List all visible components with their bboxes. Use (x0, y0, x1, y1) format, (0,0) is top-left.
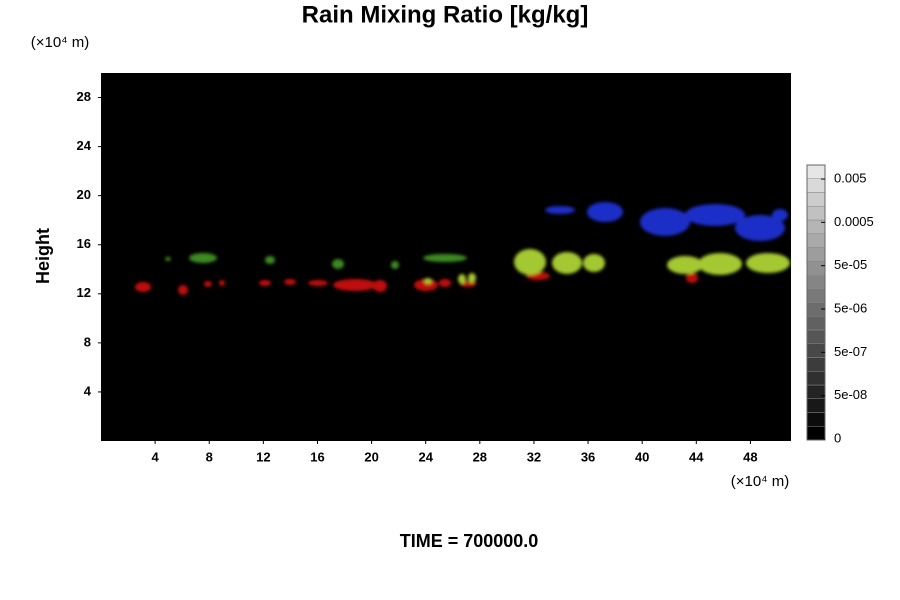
colorbar-band (806, 288, 826, 303)
y-axis-label: Height (33, 228, 53, 284)
x-tick-label: 12 (256, 449, 270, 464)
field (135, 202, 790, 295)
colorbar-band (806, 426, 826, 441)
y-tick-label: 20 (77, 187, 91, 202)
colorbar-band (806, 247, 826, 262)
colorbar-band (806, 371, 826, 386)
x-tick-label: 40 (635, 449, 649, 464)
colorbar-band (806, 178, 826, 193)
x-tick-label: 16 (310, 449, 324, 464)
colorbar-tick-label: 5e-05 (834, 257, 867, 272)
colorbar-tick-label: 0 (834, 430, 841, 445)
colorbar-tick-label: 5e-06 (834, 300, 867, 315)
colorbar-band (806, 384, 826, 399)
y-tick-label: 8 (84, 334, 91, 349)
x-tick-label: 28 (473, 449, 487, 464)
y-tick-label: 12 (77, 285, 91, 300)
colorbar-band (806, 261, 826, 276)
x-tick-label: 24 (418, 449, 433, 464)
colorbar-band (806, 412, 826, 427)
x-tick-label: 20 (364, 449, 378, 464)
colorbar-band (806, 274, 826, 289)
colorbar-band (806, 398, 826, 413)
colorbar: 0.005 0.0005 5e-05 5e-06 5e-07 5e-08 0 (806, 164, 874, 445)
x-unit: (×10⁴ m) (731, 473, 790, 490)
x-tick-label: 4 (152, 449, 160, 464)
colorbar-tick-label: 0.005 (834, 170, 867, 185)
colorbar-tick-label: 5e-08 (834, 387, 867, 402)
x-tick-label: 32 (527, 449, 541, 464)
colorbar-band (806, 206, 826, 221)
colorbar-tick-label: 5e-07 (834, 344, 867, 359)
x-tick-label: 8 (206, 449, 213, 464)
x-tick-label: 44 (689, 449, 704, 464)
y-tick-label: 16 (77, 236, 91, 251)
colorbar-tick-label: 0.0005 (834, 214, 874, 229)
footer: TIME = 700000.0 (400, 531, 539, 551)
x-tick-label: 48 (743, 449, 757, 464)
x-tick-label: 36 (581, 449, 595, 464)
chart-title: Rain Mixing Ratio [kg/kg] (302, 1, 589, 28)
colorbar-band (806, 233, 826, 248)
colorbar-band (806, 164, 826, 179)
y-tick-label: 24 (77, 138, 92, 153)
colorbar-band (806, 343, 826, 358)
colorbar-band (806, 357, 826, 372)
colorbar-band (806, 329, 826, 344)
y-tick-label: 4 (84, 383, 92, 398)
y-unit: (×10⁴ m) (31, 34, 90, 51)
colorbar-band (806, 192, 826, 207)
colorbar-band (806, 316, 826, 331)
colorbar-frame (806, 164, 826, 441)
y-tick-label: 28 (77, 89, 91, 104)
